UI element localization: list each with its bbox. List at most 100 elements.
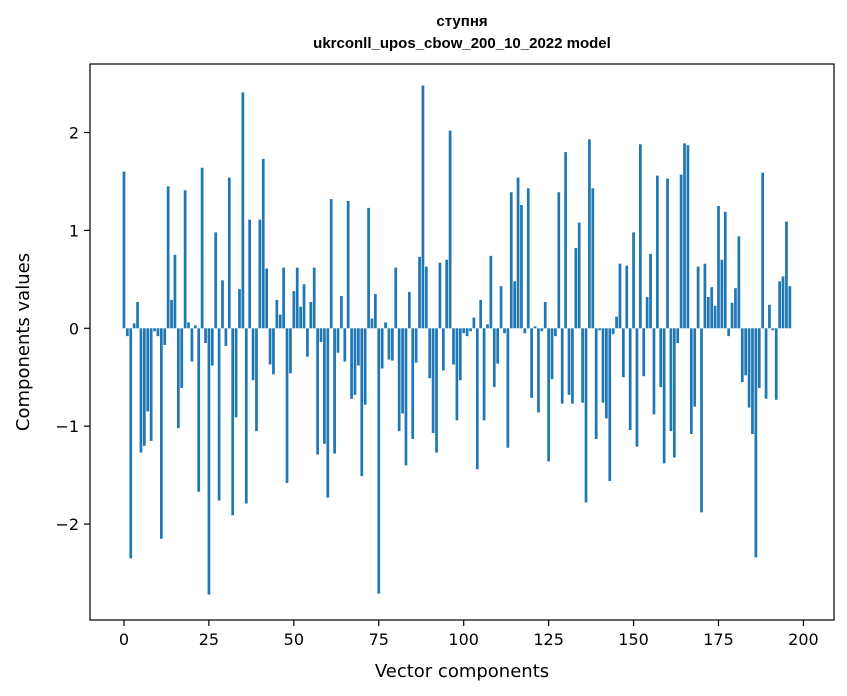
- bar-18: [183, 190, 187, 329]
- bar-144: [611, 328, 615, 335]
- bars-group: [122, 85, 792, 595]
- bar-128: [557, 192, 561, 329]
- y-axis: −2 −1 0 1 2: [55, 124, 90, 534]
- bar-0: [122, 171, 126, 329]
- bar-137: [588, 139, 591, 329]
- bar-79: [391, 328, 394, 361]
- bar-109: [492, 328, 496, 388]
- bar-101: [465, 328, 469, 337]
- bar-186: [754, 328, 758, 558]
- bar-33: [234, 328, 238, 418]
- bar-125: [547, 328, 550, 462]
- bar-60: [326, 328, 330, 498]
- bar-112: [503, 328, 506, 334]
- bar-143: [608, 328, 612, 481]
- bar-9: [153, 328, 156, 332]
- bar-59: [323, 328, 326, 444]
- bar-32: [231, 328, 235, 516]
- bar-147: [622, 328, 625, 378]
- x-tick-label: 125: [533, 630, 564, 649]
- bar-161: [669, 328, 673, 432]
- chart-title-line2: ukrconll_upos_cbow_200_10_2022 model: [313, 35, 611, 52]
- bar-163: [676, 328, 680, 343]
- bar-46: [278, 314, 282, 329]
- bar-12: [163, 328, 167, 345]
- bar-140: [598, 328, 601, 331]
- bar-133: [574, 248, 578, 329]
- bar-37: [248, 219, 252, 329]
- bar-73: [370, 318, 374, 329]
- bar-92: [435, 328, 438, 453]
- bar-39: [255, 328, 258, 432]
- bar-188: [761, 172, 765, 329]
- bar-151: [635, 328, 639, 447]
- bar-19: [187, 322, 190, 329]
- bar-69: [357, 328, 360, 366]
- bar-49: [289, 328, 292, 374]
- bar-187: [757, 328, 761, 389]
- bar-82: [401, 328, 404, 414]
- bar-182: [740, 328, 744, 383]
- bar-162: [672, 328, 676, 458]
- bar-65: [343, 328, 347, 362]
- bar-108: [489, 255, 493, 329]
- bar-152: [639, 144, 642, 329]
- bar-169: [696, 266, 700, 329]
- x-tick-label: 75: [369, 630, 389, 649]
- bar-90: [428, 328, 432, 379]
- bar-146: [618, 263, 622, 329]
- bar-54: [306, 328, 309, 357]
- bar-126: [550, 328, 554, 380]
- x-tick-label: 25: [199, 630, 219, 649]
- y-tick-label: 1: [69, 221, 79, 240]
- bar-193: [778, 281, 781, 329]
- x-tick-label: 50: [284, 630, 304, 649]
- x-axis: 0 25 50 75 100 125 150 175 200: [119, 620, 819, 649]
- bar-191: [771, 328, 775, 331]
- bar-8: [149, 328, 153, 441]
- bar-66: [346, 201, 350, 329]
- x-tick-label: 100: [448, 630, 479, 649]
- bar-55: [309, 301, 313, 329]
- bar-51: [295, 267, 299, 329]
- bar-189: [764, 328, 768, 399]
- bar-130: [564, 152, 567, 329]
- bar-180: [734, 288, 737, 329]
- bar-93: [438, 262, 442, 329]
- bar-86: [414, 328, 418, 363]
- x-tick-label: 200: [788, 630, 819, 649]
- bar-67: [350, 328, 353, 399]
- bar-164: [679, 174, 683, 329]
- x-axis-label: Vector components: [375, 661, 549, 682]
- bar-52: [299, 306, 302, 329]
- bar-6: [143, 328, 146, 446]
- bar-179: [730, 302, 734, 329]
- bar-4: [136, 301, 139, 329]
- bar-87: [418, 256, 421, 329]
- bar-116: [516, 177, 520, 329]
- bar-177: [723, 211, 727, 329]
- bar-184: [747, 328, 751, 408]
- y-tick-label: −2: [55, 515, 79, 534]
- bar-149: [628, 328, 632, 431]
- bar-134: [577, 222, 581, 329]
- bar-170: [700, 328, 703, 513]
- bar-113: [506, 328, 510, 448]
- bar-43: [268, 328, 272, 365]
- bar-27: [214, 232, 218, 329]
- bar-24: [204, 328, 207, 343]
- bar-58: [319, 328, 323, 342]
- bar-97: [452, 328, 455, 365]
- bar-121: [533, 326, 537, 329]
- bar-42: [265, 268, 269, 329]
- bar-71: [363, 328, 367, 405]
- bar-106: [482, 328, 486, 421]
- bar-166: [686, 145, 690, 329]
- bar-34: [238, 289, 241, 329]
- bar-50: [292, 291, 296, 329]
- bar-70: [360, 328, 364, 477]
- bar-72: [367, 207, 370, 329]
- bar-40: [258, 219, 262, 329]
- bar-153: [642, 328, 646, 377]
